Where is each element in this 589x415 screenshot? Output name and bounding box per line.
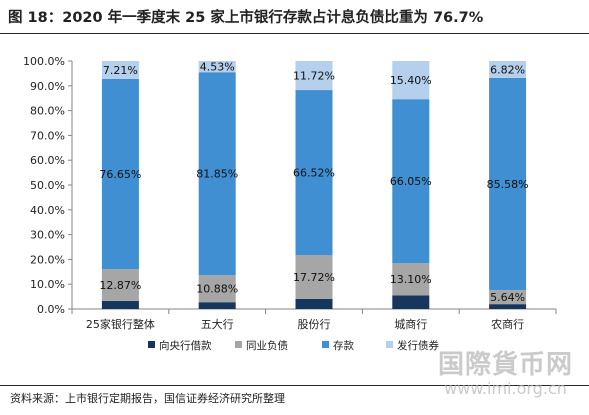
- y-tick-label: 0.0%: [37, 303, 65, 316]
- bar-data-label: 17.72%: [293, 271, 335, 284]
- bar-segment: [489, 290, 527, 305]
- bar-data-label: 66.05%: [390, 175, 432, 188]
- y-tick-label: 100.0%: [23, 55, 65, 68]
- legend-label: 存款: [333, 339, 354, 352]
- bar-segment: [198, 72, 236, 276]
- bar-segment: [295, 90, 333, 256]
- bar-segment: [101, 268, 139, 301]
- bar-data-label: 6.82%: [490, 63, 525, 76]
- x-tick-label: 股份行: [298, 318, 331, 331]
- bar-data-label: 12.87%: [99, 279, 141, 292]
- y-tick-label: 40.0%: [30, 204, 65, 217]
- legend-swatch: [386, 341, 393, 348]
- y-tick-label: 10.0%: [30, 278, 65, 291]
- bar-segment: [101, 78, 139, 269]
- y-tick-label: 70.0%: [30, 129, 65, 142]
- legend-swatch: [322, 341, 329, 348]
- bar-segment: [295, 255, 333, 299]
- bar-data-label: 13.10%: [390, 273, 432, 286]
- bar-segment: [392, 262, 430, 296]
- y-tick-label: 50.0%: [30, 179, 65, 192]
- watermark-main-text: 国際貨币网: [437, 350, 573, 380]
- bar-data-label: 10.88%: [196, 283, 238, 296]
- bar-segment: [101, 61, 139, 79]
- bar-segment: [295, 298, 333, 309]
- bar-data-label: 66.52%: [293, 167, 335, 180]
- x-tick-label: 五大行: [201, 317, 234, 331]
- bar-data-label: 85.58%: [487, 178, 529, 191]
- source-note: 资料来源：上市银行定期报告，国信证券经济研究所整理: [10, 392, 285, 405]
- bar-segment: [392, 61, 430, 100]
- y-tick-label: 80.0%: [30, 105, 65, 118]
- bar-segment: [489, 304, 527, 309]
- y-tick-label: 90.0%: [30, 80, 65, 93]
- y-tick-label: 30.0%: [30, 229, 65, 242]
- bar-data-label: 76.65%: [99, 168, 141, 181]
- bar-data-label: 7.21%: [103, 64, 138, 77]
- x-tick-label: 25家银行整体: [86, 317, 155, 331]
- bar-segment: [489, 61, 527, 78]
- watermark-url: www.imi.org.cn: [444, 379, 567, 398]
- title-divider: [0, 33, 589, 34]
- bar-segment: [295, 61, 333, 91]
- footer-divider: [0, 385, 589, 386]
- y-tick-label: 60.0%: [30, 154, 65, 167]
- legend-swatch: [148, 341, 155, 348]
- bar-segment: [392, 295, 430, 309]
- bar-segment: [489, 77, 527, 291]
- bar-data-label: 15.40%: [390, 74, 432, 87]
- bar-data-label: 4.53%: [200, 61, 235, 74]
- bar-data-label: 81.85%: [196, 168, 238, 181]
- bar-segment: [198, 275, 236, 303]
- bar-segment: [198, 61, 236, 73]
- bar-data-label: 11.72%: [293, 70, 335, 83]
- bar-data-label: 5.64%: [490, 291, 525, 304]
- bar-segment: [392, 99, 430, 263]
- x-tick-label: 城商行: [394, 317, 427, 331]
- bar-segment: [198, 302, 236, 309]
- figure-title-bar: 图 18：2020 年一季度末 25 家上市银行存款占计息负债比重为 76.7%: [0, 0, 589, 32]
- x-tick-label: 农商行: [491, 317, 524, 331]
- figure-title: 图 18：2020 年一季度末 25 家上市银行存款占计息负债比重为 76.7%: [8, 9, 484, 26]
- y-tick-label: 20.0%: [30, 253, 65, 266]
- watermark-logo: 国際貨币网 www.imi.org.cn: [438, 344, 573, 398]
- stacked-bar-chart: 0.0% 10.0% 20.0% 30.0% 40.0% 50.0% 60.0% 70.0% 8…: [23, 55, 557, 352]
- legend-label: 同业负债: [246, 339, 288, 352]
- bar-segment: [101, 300, 139, 309]
- legend-swatch: [235, 341, 242, 348]
- legend-label: 向央行借款: [159, 339, 212, 352]
- legend-label: 发行债券: [397, 339, 439, 352]
